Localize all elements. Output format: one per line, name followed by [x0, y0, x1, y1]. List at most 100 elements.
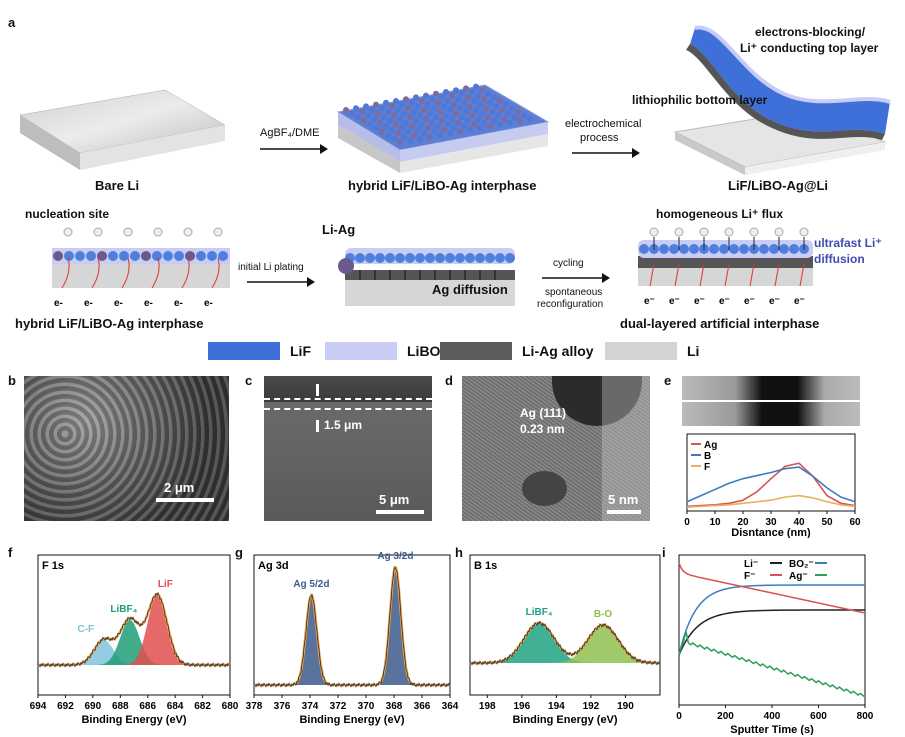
legend-libo: LiBO — [325, 342, 440, 360]
peak-label-1: B-O — [594, 609, 613, 620]
peak-0 — [254, 595, 450, 685]
x-tick-label: 682 — [194, 701, 211, 712]
li-ag-label: Li-Ag — [322, 222, 356, 237]
ultrafast-label-2: diffusion — [814, 252, 865, 266]
top-layer-label-2: Li⁺ conducting top layer — [740, 41, 879, 55]
lattice-text-2: 0.23 nm — [520, 422, 565, 436]
legend-lif: LiF — [208, 342, 311, 360]
x-tick-label: 198 — [479, 701, 496, 712]
electron-label-left: e- — [174, 298, 183, 309]
legend-swatch-libo — [325, 342, 397, 360]
electron-label-right: e⁻ — [644, 296, 655, 307]
electron-label-right: e⁻ — [794, 296, 805, 307]
electron-label-right: e⁻ — [769, 296, 780, 307]
scale-text-c: 5 μm — [379, 492, 410, 507]
x-tick-label: 364 — [442, 701, 459, 712]
chart-g: Ag 3d 378 376 374 372 370 368 366 364 Binding Ene… — [246, 551, 459, 726]
x-tick-label: 190 — [617, 701, 634, 712]
hybrid-interphase-label: hybrid LiF/LiBO-Ag interphase — [348, 178, 537, 193]
legend-swatch-lif — [208, 342, 280, 360]
nucleation-site-label: nucleation site — [25, 207, 110, 221]
lattice-text-1: Ag (111) — [520, 406, 567, 420]
legend-swatch-li — [605, 342, 677, 360]
x-axis-label: Binding Energy (eV) — [512, 714, 617, 726]
panel-label-h: h — [455, 545, 463, 560]
arrow3 — [247, 277, 315, 287]
panel-label-e: e — [664, 373, 672, 388]
interphase-boundary-bottom — [264, 408, 432, 410]
legend-label-f: F — [704, 462, 710, 473]
electron-label-left: e- — [114, 298, 123, 309]
legend-label-1: BO₂⁻ — [789, 559, 814, 570]
electron-label-right: e⁻ — [744, 296, 755, 307]
legend-text-lif: LiF — [290, 343, 311, 359]
x-tick-label: 694 — [30, 701, 47, 712]
chartG-raw — [253, 566, 451, 688]
chart-e: 0 10 20 30 40 50 60 Disntance (nm) AgBF — [684, 433, 861, 538]
x-tick-label: 686 — [139, 701, 156, 712]
peak-label-1: Ag 3/2d — [377, 551, 413, 562]
sem-image-b: 2 μm — [24, 376, 229, 521]
series-line-3 — [678, 631, 866, 698]
electron-label-left: e- — [204, 298, 213, 309]
panel-label-c: c — [245, 373, 253, 388]
legend-label-b: B — [704, 451, 711, 462]
x-tick-label: 60 — [849, 517, 861, 528]
legend-text-libo: LiBO — [407, 343, 441, 359]
panel-label-i: i — [662, 545, 666, 560]
panel-label-f: f — [8, 545, 13, 560]
x-tick-label: 368 — [386, 701, 403, 712]
x-tick-label: 690 — [85, 701, 102, 712]
tem-image-d: Ag (111) 0.23 nm 5 nm — [462, 376, 650, 521]
peeled-layer-illustration — [673, 25, 891, 175]
legend-swatch-li-ag — [440, 342, 512, 360]
x-tick-label: 372 — [330, 701, 347, 712]
series-line-b — [686, 466, 856, 503]
cycling-label: cycling — [553, 258, 584, 269]
x-tick-label: 30 — [765, 517, 777, 528]
arrow2 — [572, 148, 640, 158]
x-tick-label: 10 — [709, 517, 721, 528]
stem-image-e — [682, 376, 860, 426]
lif-libo-ag-li-label: LiF/LiBO-Ag@Li — [728, 178, 829, 193]
spontaneous-label-2: reconfiguration — [537, 299, 604, 310]
electron-label-left: e- — [84, 298, 93, 309]
x-axis-label: Binding Energy (eV) — [81, 714, 186, 726]
x-tick-label: 0 — [676, 711, 682, 722]
x-tick-label: 192 — [583, 701, 600, 712]
arrow2-label-2: process — [580, 132, 619, 144]
chartG-envelope — [254, 565, 450, 687]
x-tick-label: 800 — [857, 711, 874, 722]
x-tick-label: 400 — [764, 711, 781, 722]
panel-label-d: d — [445, 373, 453, 388]
scale-text-b: 2 μm — [164, 480, 195, 495]
x-tick-label: 684 — [167, 701, 184, 712]
panel-label-g: g — [235, 545, 243, 560]
peak-label-0: C-F — [77, 624, 94, 635]
ultrafast-label-1: ultrafast Li⁺ — [814, 236, 882, 250]
dual-layer-diagram: e⁻ e⁻ e⁻ e⁻ e⁻ e⁻ e⁻ — [638, 227, 813, 307]
ag-diffusion-diagram — [338, 248, 515, 306]
chart-i-frame — [678, 554, 866, 706]
chartF-raw — [37, 591, 231, 668]
ag-diffusion-label: Ag diffusion — [432, 282, 508, 297]
x-tick-label: 600 — [810, 711, 827, 722]
right-row2-caption: dual-layered artificial interphase — [620, 316, 820, 331]
spontaneous-label-1: spontaneous — [545, 287, 603, 298]
arrow1-label: AgBF₄/DME — [260, 127, 320, 139]
x-tick-label: 20 — [737, 517, 749, 528]
x-tick-label: 194 — [548, 701, 565, 712]
x-tick-label: 374 — [302, 701, 319, 712]
thickness-marker-2 — [316, 420, 319, 432]
peak-1 — [38, 620, 230, 665]
electron-label-left: e- — [144, 298, 153, 309]
left-row2-caption: hybrid LiF/LiBO-Ag interphase — [15, 316, 204, 331]
arrow1 — [260, 144, 328, 154]
scale-bar-b — [156, 498, 214, 502]
x-tick-label: 40 — [793, 517, 805, 528]
chartG-frame — [253, 554, 451, 696]
series-line-1 — [678, 584, 866, 656]
peak-label-2: LiF — [158, 579, 173, 590]
panel-label-a: a — [8, 15, 16, 30]
x-axis-label: Disntance (nm) — [731, 527, 811, 538]
